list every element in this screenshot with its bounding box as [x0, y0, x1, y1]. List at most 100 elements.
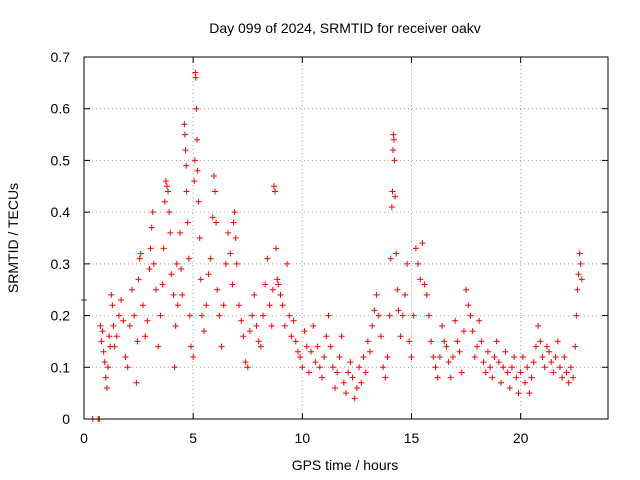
data-point	[508, 364, 515, 371]
data-point	[321, 353, 328, 360]
data-point	[535, 322, 542, 329]
data-point	[260, 312, 267, 319]
data-point	[192, 69, 199, 76]
data-point	[375, 312, 382, 319]
data-point	[310, 322, 317, 329]
data-point	[157, 312, 164, 319]
data-point	[384, 353, 391, 360]
data-point	[543, 343, 550, 350]
data-point	[266, 302, 273, 309]
data-point	[192, 74, 199, 81]
data-point	[428, 338, 435, 345]
x-tick-label: 0	[80, 430, 88, 446]
data-point	[567, 364, 574, 371]
data-point	[456, 348, 463, 355]
data-point	[137, 250, 144, 257]
data-point	[272, 188, 279, 195]
data-point	[565, 379, 572, 386]
data-point	[371, 307, 378, 314]
data-point	[290, 317, 297, 324]
data-point	[284, 260, 291, 267]
data-point	[325, 312, 332, 319]
data-point	[471, 353, 478, 360]
y-tick-label: 0.6	[51, 101, 71, 117]
data-point	[163, 183, 170, 190]
data-point	[209, 214, 216, 221]
data-point	[161, 198, 168, 205]
data-point	[139, 302, 146, 309]
data-point	[430, 353, 437, 360]
data-point	[194, 167, 201, 174]
data-point	[578, 276, 585, 283]
data-point	[537, 338, 544, 345]
data-point	[165, 188, 172, 195]
data-point	[214, 286, 221, 293]
data-point	[394, 286, 401, 293]
data-point	[389, 188, 396, 195]
data-point	[539, 353, 546, 360]
data-point	[373, 291, 380, 298]
data-point	[216, 312, 223, 319]
data-point	[173, 260, 180, 267]
data-point	[530, 359, 537, 366]
data-point	[362, 369, 369, 376]
data-point	[294, 348, 301, 355]
y-tick-label: 0.4	[51, 204, 71, 220]
data-point	[347, 359, 354, 366]
data-point	[401, 291, 408, 298]
data-point	[172, 322, 179, 329]
data-point	[178, 266, 185, 273]
data-point	[231, 209, 238, 216]
data-point	[369, 322, 376, 329]
data-point	[230, 219, 237, 226]
data-point	[574, 286, 581, 293]
data-point	[153, 286, 160, 293]
data-point	[100, 348, 107, 355]
data-point	[207, 255, 214, 262]
data-point	[561, 353, 568, 360]
data-point	[436, 353, 443, 360]
data-point	[572, 343, 579, 350]
data-point	[504, 369, 511, 376]
data-point	[213, 219, 220, 226]
data-point	[417, 276, 424, 283]
data-point	[463, 286, 470, 293]
data-point	[210, 172, 217, 179]
data-point	[441, 338, 448, 345]
data-point	[108, 291, 115, 298]
data-point	[511, 353, 518, 360]
data-point	[480, 359, 487, 366]
data-point	[179, 291, 186, 298]
data-point	[181, 121, 188, 128]
data-point	[305, 369, 312, 376]
data-point	[334, 369, 341, 376]
data-point	[205, 271, 212, 278]
data-point	[329, 364, 336, 371]
data-point	[222, 260, 229, 267]
data-point	[332, 384, 339, 391]
data-point	[343, 390, 349, 397]
data-point	[491, 353, 498, 360]
y-tick-label: 0.1	[51, 359, 71, 375]
data-point	[541, 364, 548, 371]
data-point	[273, 245, 280, 252]
plot-frame	[83, 56, 609, 420]
data-point	[397, 333, 404, 340]
data-point	[506, 384, 513, 391]
data-point	[115, 312, 122, 319]
data-point	[338, 333, 345, 340]
data-point	[458, 369, 465, 376]
data-point	[425, 312, 432, 319]
data-point	[576, 250, 583, 257]
data-point	[522, 379, 529, 386]
data-point	[439, 322, 446, 329]
data-point	[246, 328, 253, 335]
data-point	[367, 348, 374, 355]
data-point	[113, 333, 120, 340]
data-point	[105, 364, 112, 371]
data-point	[249, 312, 256, 319]
data-point	[391, 136, 398, 143]
data-point	[101, 359, 108, 366]
data-point	[155, 343, 162, 350]
data-point	[356, 364, 363, 371]
